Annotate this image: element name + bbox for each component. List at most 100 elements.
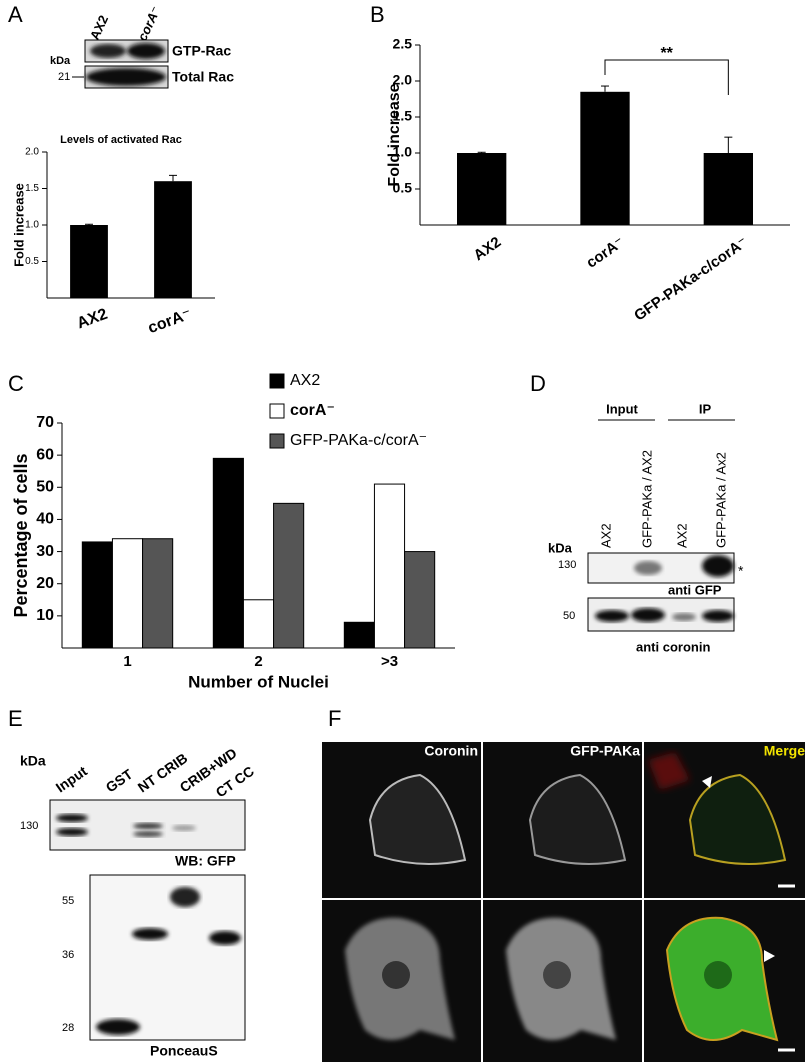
bar [242,599,275,649]
nucleus [382,961,410,989]
kda-label: kDa [20,753,46,769]
band [127,43,165,59]
x-tick-label: AX2 [75,306,110,333]
y-tick-label: 1.5 [393,108,413,124]
y-tick-label: 50 [36,479,54,496]
band [634,561,662,575]
y-tick-label: 70 [36,414,54,431]
bar [154,181,192,298]
band [86,68,166,86]
antibody-label: anti coronin [636,639,710,654]
band [133,831,163,837]
bar [404,551,436,649]
x-tick-label: >3 [381,653,398,670]
legend-label: corA⁻ [290,402,335,419]
cell [688,773,787,865]
bar [81,541,113,649]
band [702,610,734,622]
y-tick-label: 20 [36,575,54,592]
bar [273,502,305,649]
y-tick-label: 60 [36,446,54,463]
y-axis-label: Fold increase [11,183,26,267]
legend-label: GFP-PAKa-c/corA⁻ [290,432,427,449]
x-tick-label: corA⁻ [583,234,627,272]
band [132,928,168,940]
bar [111,538,144,649]
band [90,44,126,58]
y-tick-label: 0.5 [393,180,413,196]
lane-label: GST [103,766,136,796]
band [631,608,665,622]
panel-label: B [370,2,385,27]
channel-label: Merge [764,743,805,759]
marker-label: 21 [58,71,70,83]
x-tick-label: 1 [123,653,131,670]
y-tick-label: 2.5 [393,36,413,52]
band [133,823,163,829]
marker-label: 130 [558,559,576,571]
marker-label: 130 [20,820,38,832]
significance-bracket [604,59,729,95]
group-label: IP [699,401,712,416]
kda-label: kDa [50,55,71,67]
y-tick-label: 1.5 [25,183,39,194]
kda-label: kDa [548,540,573,555]
band [170,887,200,907]
y-tick-label: 0.5 [25,256,39,267]
y-tick-label: 40 [36,511,54,528]
band [702,555,734,577]
channel-label: GFP-PAKa [570,743,640,759]
y-axis-label: Percentage of cells [11,453,31,617]
bar [70,225,108,298]
band [96,1019,140,1035]
antibody-label: anti GFP [668,582,722,597]
arrowhead [702,776,712,788]
band [56,828,88,836]
lane-label: GFP-PAKa / AX2 [639,450,654,548]
bar [142,538,174,649]
legend-swatch [269,403,285,419]
band [672,613,696,621]
row-label: Total Rac [172,69,234,85]
marker-label: 50 [563,610,575,622]
x-axis-label: Number of Nuclei [188,672,329,691]
band [172,825,196,831]
bar [343,621,375,649]
marker-label: 55 [62,895,74,907]
y-axis-label: Fold increase [386,83,403,186]
chart-title: Levels of activated Rac [60,134,182,146]
panel-label: D [530,371,546,396]
y-tick-label: 1.0 [25,220,39,231]
cell [528,773,627,865]
marker-label: 28 [62,1022,74,1034]
panel-label: C [8,371,24,396]
star: * [738,563,744,579]
cell [368,773,467,865]
channel-label: Coronin [424,743,478,759]
annotation: ** [660,45,673,62]
y-tick-label: 1.0 [393,144,413,160]
lane-label: GFP-PAKa / Ax2 [713,452,728,548]
blot-box [89,874,246,1041]
nucleus [704,961,732,989]
x-tick-label: corA⁻ [146,306,194,337]
arrowhead [764,950,775,962]
lane-label: AX2 [674,523,689,548]
y-tick-label: 30 [36,543,54,560]
y-tick-label: 2.0 [25,147,39,158]
marker-label: 36 [62,949,74,961]
nucleus [543,961,571,989]
lane-label: corA⁻ [135,4,164,43]
bar [703,153,753,225]
band [595,610,629,622]
bar [457,153,507,225]
row-label: GTP-Rac [172,43,231,59]
cell [648,752,690,790]
band [209,931,241,945]
lane-label: Input [53,763,90,796]
y-tick-label: 10 [36,607,54,624]
stain-label: PonceauS [150,1043,218,1059]
x-tick-label: 2 [254,653,262,670]
lane-label: AX2 [87,13,111,42]
